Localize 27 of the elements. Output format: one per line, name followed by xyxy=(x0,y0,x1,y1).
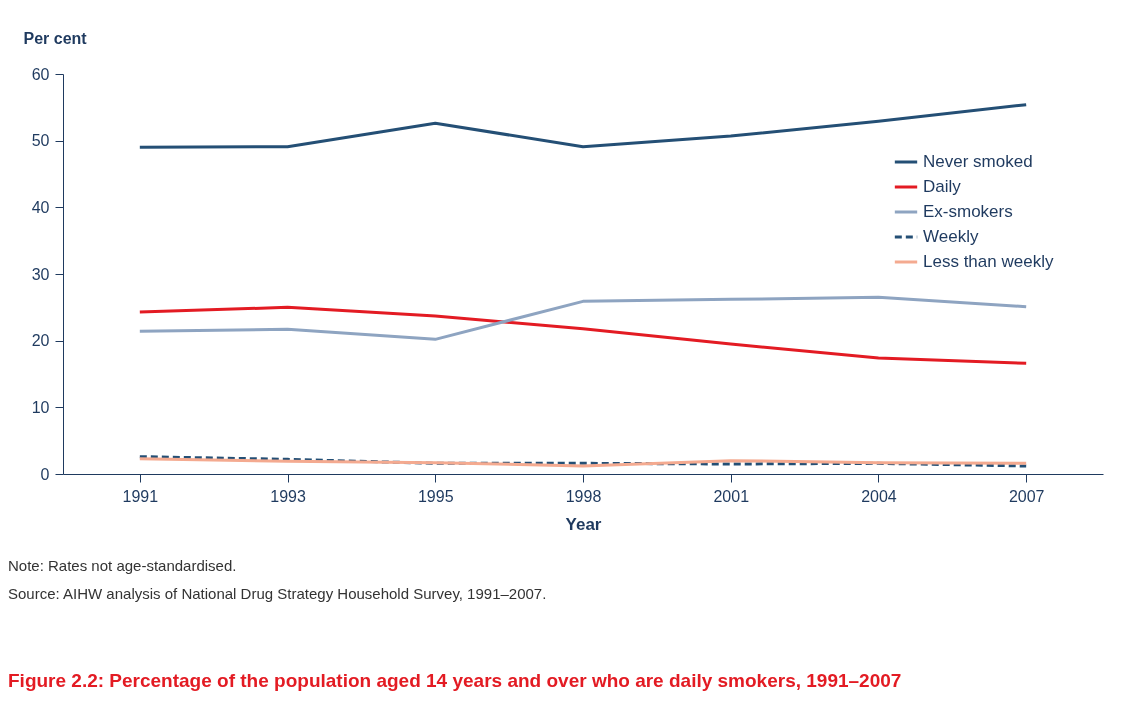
x-axis-title: Year xyxy=(565,514,602,534)
x-tick-label: 1991 xyxy=(122,487,159,505)
y-tick-label: 50 xyxy=(31,132,50,150)
legend-label: Less than weekly xyxy=(923,252,1054,271)
legend-label: Daily xyxy=(923,177,962,196)
x-tick-label: 1993 xyxy=(270,487,306,505)
x-tick-label: 2007 xyxy=(1008,487,1045,505)
source-note: Source: AIHW analysis of National Drug Strategy Household Survey, 1991–2007. xyxy=(8,585,547,602)
x-tick-label: 2004 xyxy=(861,487,897,505)
y-tick-label: 20 xyxy=(31,332,50,350)
text: Note: Rates not age-standardised. xyxy=(8,557,237,574)
y-tick-label: 60 xyxy=(31,65,50,83)
x-tick-label: 2001 xyxy=(713,487,750,505)
line-series xyxy=(138,305,1028,365)
legend-label: Weekly xyxy=(923,227,979,246)
line-series xyxy=(138,295,1028,341)
text: Figure 2.2: Percentage of the population aged 14 years and over who are daily smokers, 1991–2007 xyxy=(8,670,902,691)
legend-label: Ex-smokers xyxy=(923,202,1013,221)
y-tick-label: 40 xyxy=(31,198,50,216)
x-tick-label: 1998 xyxy=(565,487,602,505)
y-axis-title: Per cent xyxy=(23,29,88,47)
legend-label: Never smoked xyxy=(923,152,1033,171)
line-series xyxy=(138,103,1028,149)
x-tick-label: 1995 xyxy=(417,487,454,505)
y-tick-label: 0 xyxy=(40,465,50,483)
y-tick-label: 30 xyxy=(31,265,50,283)
y-tick-label: 10 xyxy=(31,398,50,416)
